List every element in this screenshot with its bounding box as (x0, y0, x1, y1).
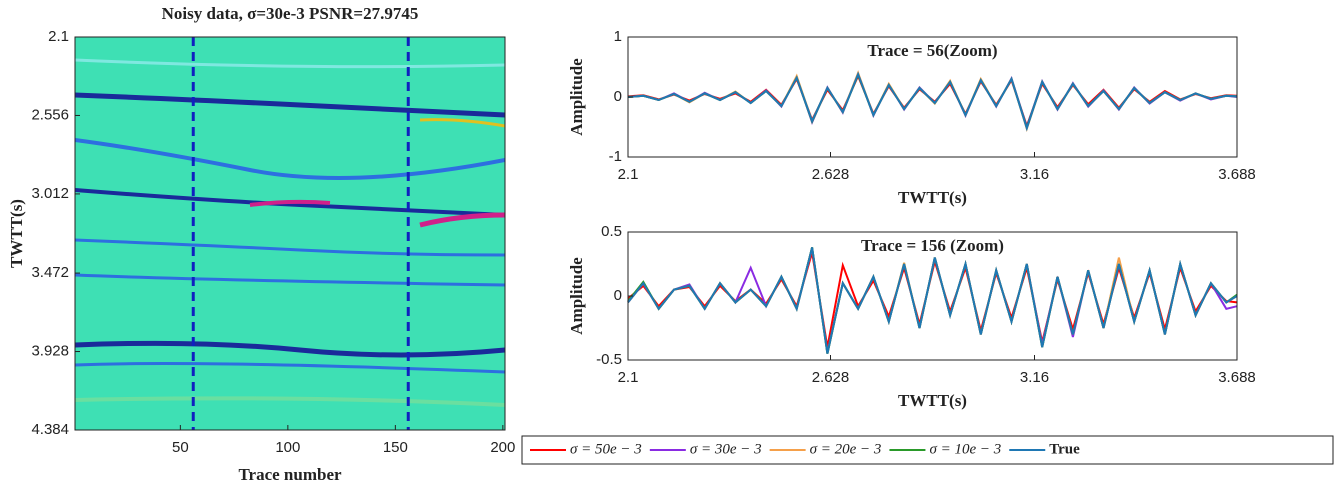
legend-label: σ = 30e − 3 (690, 441, 762, 457)
x-tick-label: 200 (490, 439, 515, 456)
x-tick-label: 50 (172, 439, 189, 456)
y-tick-label: -0.5 (596, 351, 622, 368)
y-axis-label: Amplitude (567, 257, 586, 335)
legend-label: True (1049, 441, 1080, 457)
legend-label: σ = 50e − 3 (570, 441, 642, 457)
x-tick-label: 2.1 (618, 166, 639, 183)
chart-title: Noisy data, σ=30e-3 PSNR=27.9745 (162, 4, 419, 23)
x-tick-label: 3.16 (1020, 166, 1049, 183)
y-tick-label: 2.556 (31, 106, 69, 123)
x-axis-label: TWTT(s) (898, 391, 967, 410)
y-tick-label: 2.1 (48, 28, 69, 45)
x-axis-label: Trace number (238, 465, 342, 484)
legend-label: σ = 20e − 3 (810, 441, 882, 457)
x-tick-label: 2.628 (812, 166, 850, 183)
legend-label: σ = 10e − 3 (929, 441, 1001, 457)
legend-box (521, 435, 1334, 465)
y-axis-label: Amplitude (567, 58, 586, 136)
axes-box (74, 36, 506, 431)
chart-title: Trace = 56(Zoom) (867, 41, 997, 60)
y-tick-label: 0 (614, 287, 622, 304)
data-line (627, 247, 1238, 354)
x-tick-label: 3.688 (1218, 166, 1256, 183)
x-tick-label: 2.1 (618, 369, 639, 386)
y-tick-label: 0.5 (601, 223, 622, 240)
y-axis-label: TWTT(s) (7, 199, 26, 268)
x-tick-label: 3.16 (1020, 369, 1049, 386)
x-tick-label: 150 (383, 439, 408, 456)
x-tick-label: 2.628 (812, 369, 850, 386)
x-tick-label: 3.688 (1218, 369, 1256, 386)
y-tick-label: 0 (614, 88, 622, 105)
y-tick-label: 3.928 (31, 343, 69, 360)
x-axis-label: TWTT(s) (898, 188, 967, 207)
data-line (627, 247, 1238, 354)
y-tick-label: 3.472 (31, 264, 69, 281)
y-tick-label: -1 (609, 148, 622, 165)
x-tick-label: 100 (275, 439, 300, 456)
y-tick-label: 4.384 (31, 421, 69, 438)
data-line (627, 71, 1238, 132)
y-tick-label: 3.012 (31, 185, 69, 202)
chart-title: Trace = 156 (Zoom) (861, 236, 1004, 255)
seismic-image (75, 37, 505, 430)
data-line (627, 247, 1238, 354)
y-tick-label: 1 (614, 28, 622, 45)
